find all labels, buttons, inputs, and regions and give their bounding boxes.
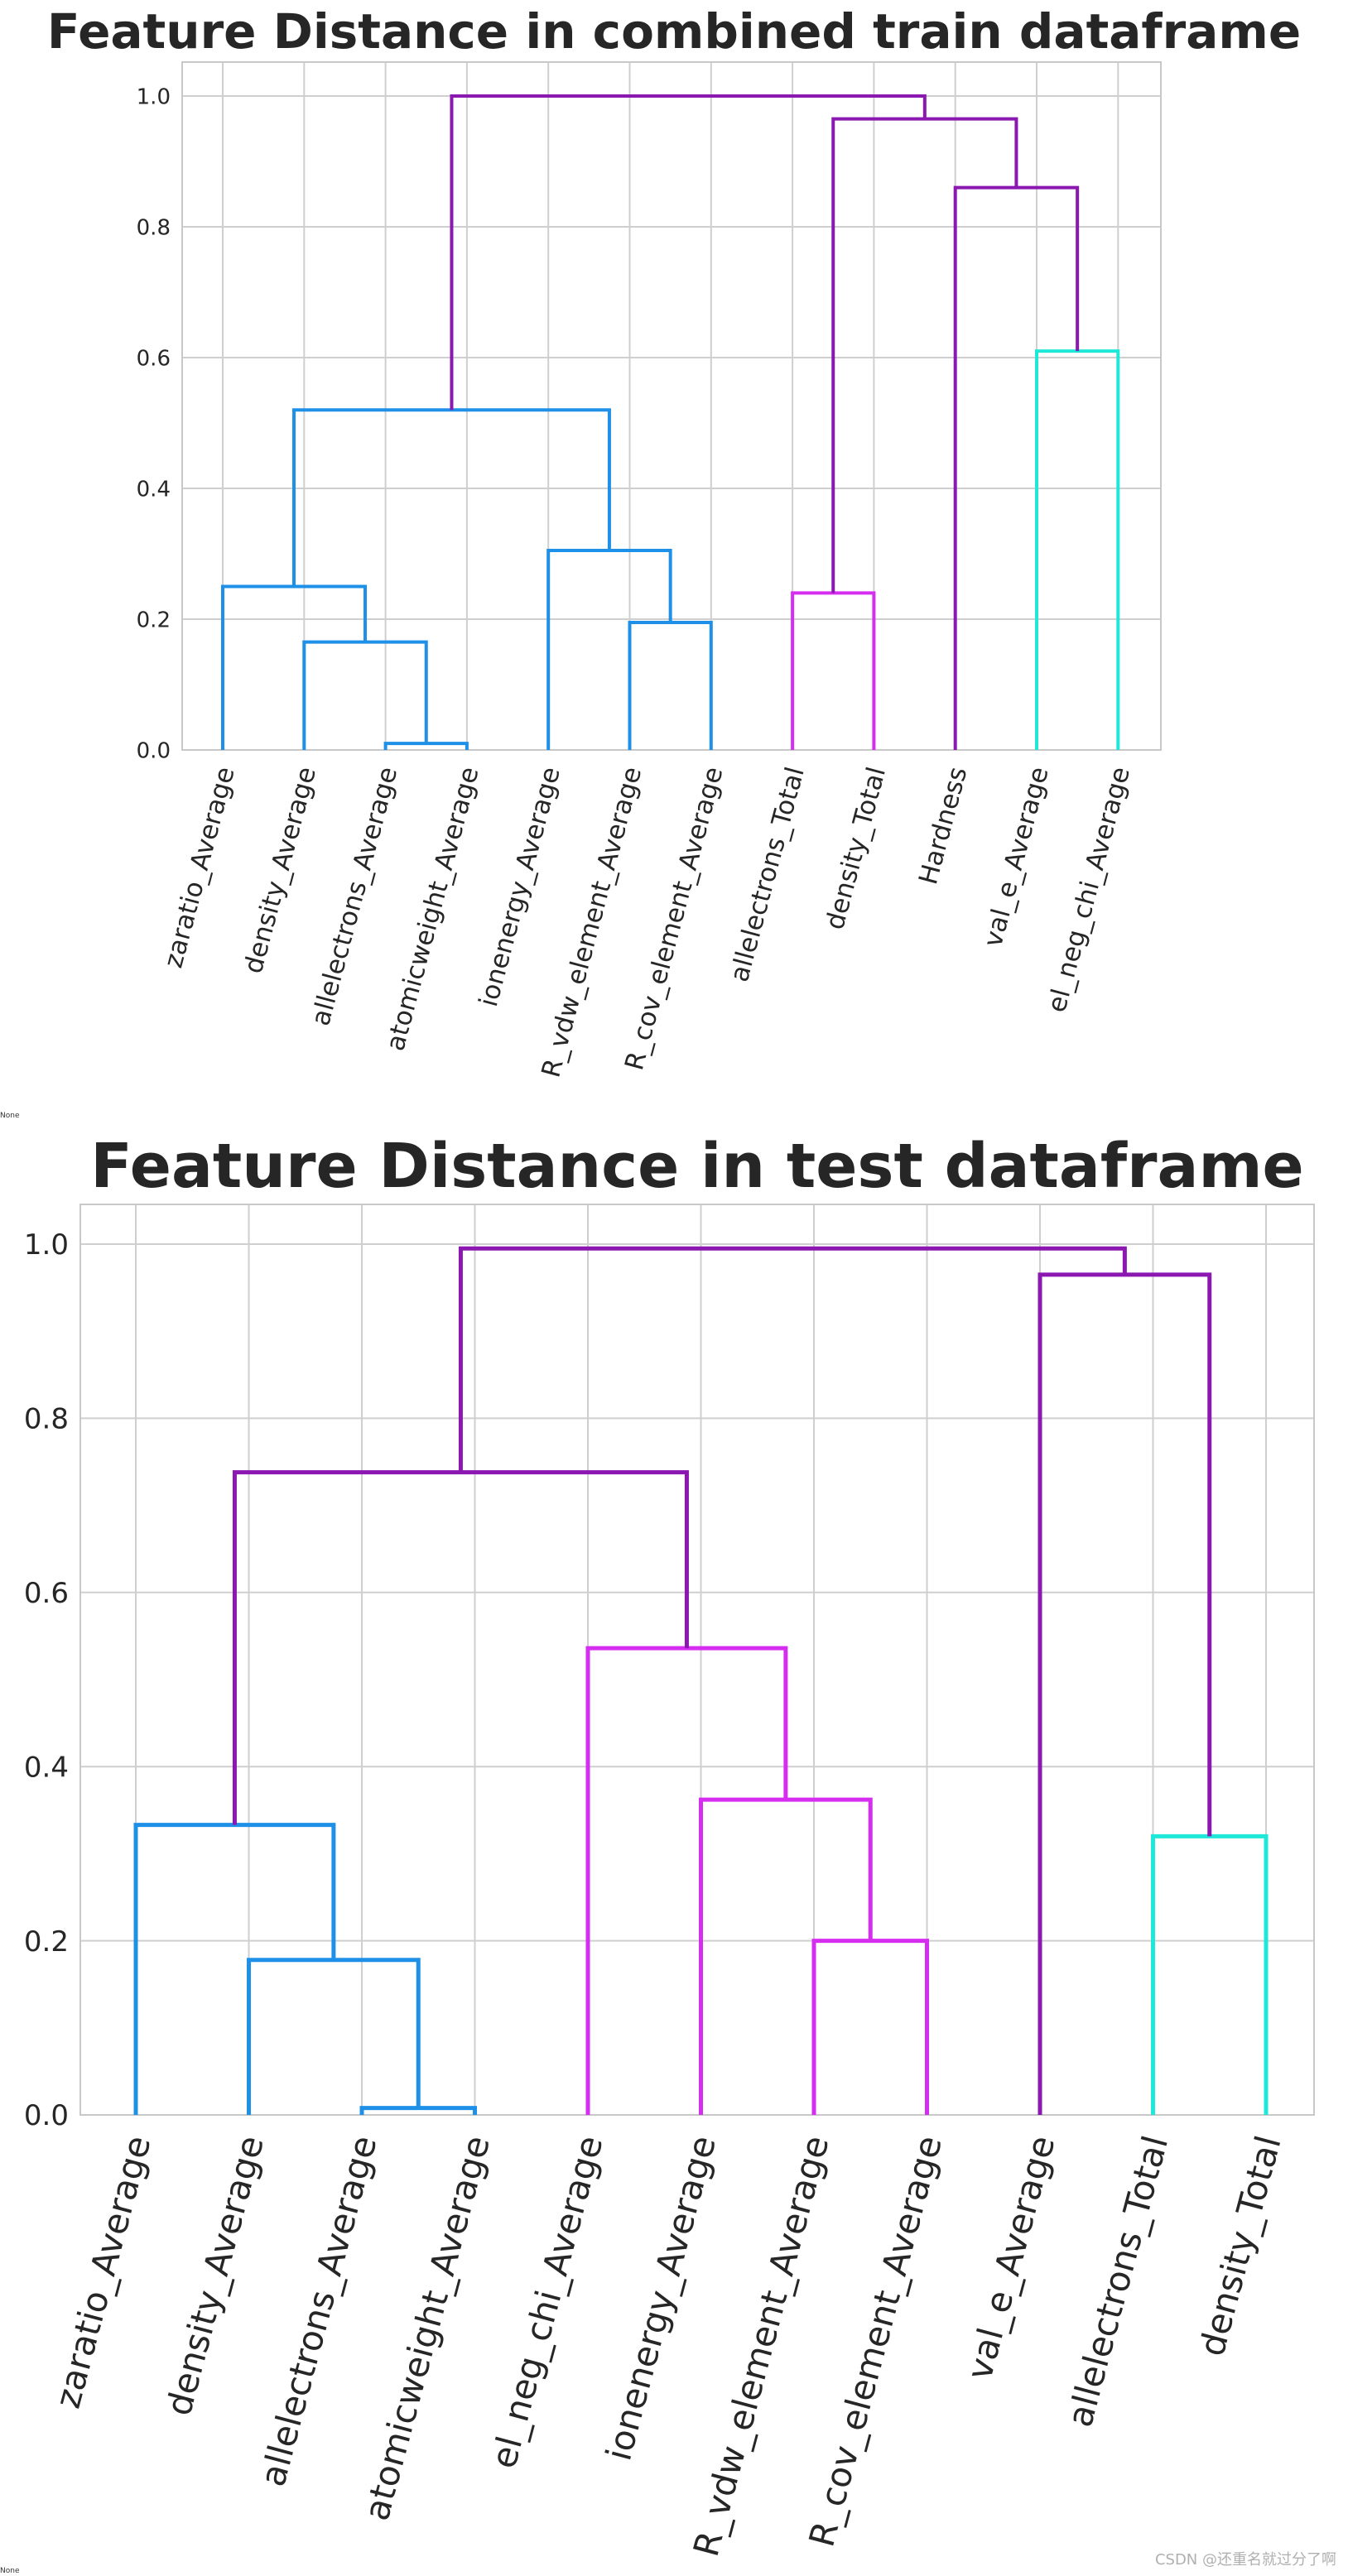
x-leaf-label: atomicweight_Average [380, 764, 484, 1055]
x-leaf-label: allelectrons_Total [1059, 2131, 1176, 2431]
dendrogram-link [811, 1939, 929, 2115]
plot-frame-test [79, 1204, 1315, 2116]
dendrogram-link [450, 94, 927, 411]
y-tick-label: 0.2 [137, 608, 171, 632]
x-leaf-label: atomicweight_Average [356, 2131, 498, 2525]
dendrogram-link [302, 640, 428, 750]
dendrogram-link [1035, 349, 1120, 750]
x-leaf-label: allelectrons_Average [306, 764, 403, 1029]
y-tick-label: 0.6 [137, 346, 171, 371]
dendrogram-link [133, 1823, 336, 2115]
x-leaf-label: ionenergy_Average [598, 2131, 724, 2465]
x-leaf-label: allelectrons_Total [725, 764, 811, 985]
x-leaf-label: allelectrons_Average [252, 2131, 384, 2491]
dendrogram-link [247, 1958, 421, 2115]
watermark: CSDN @还重名就过分了啊 [1155, 2551, 1336, 2569]
y-tick-label: 0.2 [24, 1925, 69, 1958]
dendrogram-link [359, 2106, 477, 2115]
x-leaf-label: ionenergy_Average [474, 764, 566, 1010]
dendrogram-link [458, 1246, 1127, 1473]
y-tick-label: 1.0 [24, 1228, 69, 1262]
dendrogram-link [221, 584, 368, 750]
y-tick-label: 0.6 [24, 1577, 69, 1610]
dendrogram-link [628, 620, 713, 750]
dendrogram-link [292, 408, 611, 587]
x-leaf-label: val_e_Average [978, 764, 1055, 950]
dendrogram-link [383, 742, 469, 750]
y-tick-label: 0.0 [24, 2099, 69, 2132]
y-tick-label: 0.0 [137, 738, 171, 763]
dendrogram-link [1037, 1272, 1212, 2115]
y-tick-label: 0.4 [24, 1751, 69, 1784]
output-caption-train: None [0, 1112, 20, 1120]
dendrogram-link [546, 549, 672, 750]
dendrogram-link [953, 185, 1080, 750]
x-leaf-label: density_Total [820, 764, 892, 933]
y-tick-label: 0.8 [24, 1403, 69, 1436]
y-tick-label: 0.4 [137, 477, 171, 502]
dendrogram-link [585, 1646, 788, 2115]
y-tick-label: 1.0 [137, 84, 171, 109]
dendrogram-link [699, 1797, 873, 2115]
y-tick-label: 0.8 [137, 215, 171, 240]
chart-title-train: Feature Distance in combined train dataf… [47, 3, 1301, 60]
dendrogram-link [1151, 1833, 1269, 2115]
x-leaf-label: density_Average [238, 764, 322, 977]
plot-frame-train [181, 61, 1162, 751]
dendrogram-link [791, 591, 876, 750]
x-leaf-label: zaratio_Average [158, 764, 240, 971]
x-leaf-label: density_Average [158, 2131, 272, 2420]
train-dendrogram: Feature Distance in combined train dataf… [0, 3, 1301, 1120]
output-caption-test: None [0, 2567, 20, 2575]
x-leaf-label: zaratio_Average [47, 2131, 159, 2412]
chart-title-test: Feature Distance in test dataframe [90, 1131, 1304, 1202]
x-leaf-label: val_e_Average [959, 2131, 1063, 2384]
x-leaf-label: R_cov_element_Average [801, 2131, 950, 2551]
x-leaf-label: Hardness [913, 764, 973, 888]
dendrogram-link [831, 117, 1018, 594]
x-leaf-label: el_neg_chi_Average [1042, 764, 1136, 1016]
test-dendrogram: Feature Distance in test dataframe 0.0 0.… [0, 1131, 1315, 2575]
x-leaf-label: density_Total [1192, 2131, 1289, 2360]
x-leaf-label: el_neg_chi_Average [483, 2131, 610, 2473]
